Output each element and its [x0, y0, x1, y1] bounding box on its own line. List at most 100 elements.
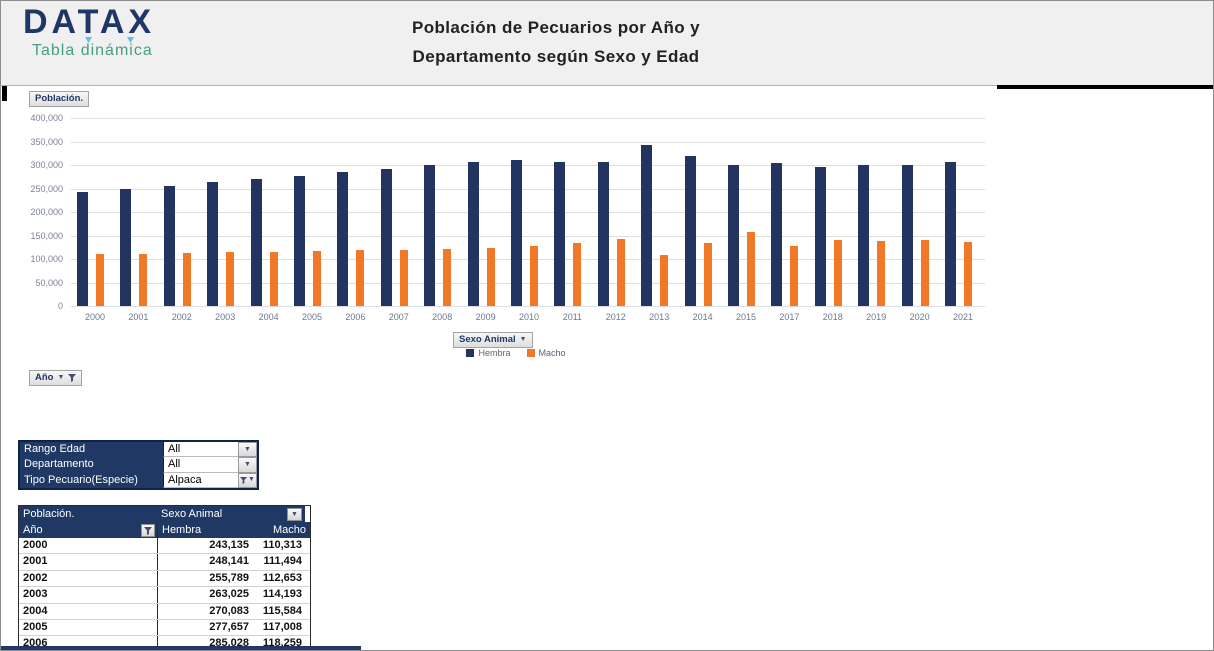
bar-macho	[877, 241, 886, 306]
bar-hembra	[380, 168, 392, 306]
x-axis-tick-label: 2001	[128, 312, 149, 322]
gridline	[71, 282, 985, 284]
x-axis-tick-label: 2019	[866, 312, 887, 322]
table-row: 2000 243,135 110,313	[19, 538, 310, 555]
header: DATAX Tabla dinámica Población de Pecuar…	[1, 1, 1213, 86]
legend-swatch-icon	[526, 349, 535, 357]
cell-macho: 115,584	[262, 604, 302, 617]
legend-item: Hembra	[466, 348, 511, 358]
pivot-table: Población. Sexo Animal ▼ Año Hembra Mach…	[18, 505, 311, 650]
page-break-marker-right	[997, 85, 1213, 89]
filter-row: Tipo Pecuario(Especie) Alpaca ▼	[20, 472, 257, 489]
table-row: 2002 255,789 112,653	[19, 570, 310, 588]
chart-legend: Hembra Macho	[431, 348, 601, 358]
gridline	[71, 235, 985, 237]
sexo-animal-field-label: Sexo Animal	[459, 334, 516, 345]
x-axis-tick-label: 2012	[605, 312, 626, 322]
bar-macho	[703, 243, 712, 306]
cell-year: 2003	[23, 588, 48, 601]
y-axis-tick-label: 50,000	[35, 277, 63, 288]
filter-funnel-icon	[68, 374, 77, 382]
cell-hembra: 248,141	[157, 554, 253, 570]
y-axis-tick-label: 200,000	[30, 207, 63, 217]
y-axis-tick-label: 150,000	[30, 230, 63, 241]
filter-label: Tipo Pecuario(Especie)	[20, 472, 163, 489]
filter-dropdown-button[interactable]: ▼	[238, 472, 257, 489]
x-axis-tick-label: 2017	[779, 312, 800, 322]
x-axis-tick-label: 2008	[432, 312, 453, 322]
y-axis-tick-label: 100,000	[30, 254, 63, 264]
poblacion-field-button[interactable]: Población.	[29, 91, 90, 107]
gridline	[71, 306, 985, 307]
x-axis-tick-label: 2004	[258, 312, 279, 322]
bar-macho	[833, 240, 842, 306]
filter-dropdown-button[interactable]: ▼	[238, 442, 257, 458]
gridline	[71, 118, 985, 119]
bar-hembra	[641, 144, 653, 306]
y-axis-tick-label: 400,000	[30, 113, 63, 123]
cell-hembra: 277,657	[157, 619, 253, 636]
x-axis-tick-label: 2009	[475, 312, 496, 322]
bar-hembra	[945, 161, 956, 306]
gridline	[71, 259, 985, 260]
filter-value[interactable]: All	[163, 457, 238, 473]
ano-field-button[interactable]: Año ▼	[29, 370, 83, 386]
bar-macho	[356, 250, 365, 306]
cell-macho: 112,653	[262, 571, 302, 584]
cell-year: 2004	[23, 604, 48, 617]
bar-hembra	[163, 185, 175, 306]
pivot-col-header-macho: Macho	[257, 522, 310, 538]
bar-macho	[530, 246, 538, 306]
chevron-down-icon: ▼	[291, 510, 298, 518]
pivot-row-field-cell: Año	[19, 522, 157, 538]
x-axis-tick-label: 2007	[388, 312, 409, 322]
cell-macho: 111,494	[263, 555, 302, 568]
cell-hembra: 255,789	[157, 570, 253, 587]
table-row: 2003 263,025 114,193	[19, 587, 310, 604]
y-axis-tick-label: 300,000	[30, 160, 63, 170]
bar-hembra	[554, 161, 566, 306]
bar-hembra	[597, 162, 609, 306]
bar-hembra	[771, 162, 783, 306]
chevron-down-icon: ▼	[244, 461, 251, 469]
x-axis-tick-label: 2018	[822, 312, 843, 322]
chevron-down-icon: ▼	[519, 336, 527, 343]
filter-panel: Rango Edad All ▼ Departamento All ▼ Tipo Pecua…	[18, 440, 259, 491]
filter-row: Rango Edad All ▼	[20, 442, 257, 458]
ano-field-label: Año	[35, 372, 54, 383]
bar-macho	[269, 251, 278, 306]
chevron-down-icon: ▼	[57, 374, 65, 381]
x-axis-tick-label: 2002	[171, 312, 192, 322]
x-axis-tick-label: 2021	[952, 312, 974, 322]
logo-accent-icon	[127, 37, 134, 43]
legend-label: Hembra	[478, 348, 511, 358]
cell-year: 2005	[23, 620, 48, 633]
y-axis-tick-label: 0	[57, 301, 63, 311]
x-axis-tick-label: 2011	[562, 312, 583, 322]
sexo-animal-field-button[interactable]: Sexo Animal ▼	[453, 332, 533, 348]
bar-macho	[399, 249, 408, 306]
filter-row: Departamento All ▼	[20, 457, 257, 473]
pivot-column-field-cell: Sexo Animal ▼	[157, 506, 305, 522]
cell-macho: 114,193	[262, 588, 302, 601]
bar-macho	[964, 241, 972, 306]
cell-year: 2002	[23, 571, 48, 584]
filter-value[interactable]: All	[163, 442, 238, 458]
table-row: 2005 277,657 117,008	[19, 619, 310, 637]
chevron-down-icon: ▼	[248, 476, 255, 484]
ano-filter-button[interactable]	[141, 524, 155, 537]
bar-macho	[313, 251, 321, 306]
filter-funnel-icon	[144, 526, 152, 535]
table-row: 2004 270,083 115,584	[19, 603, 310, 620]
gridline	[71, 212, 985, 213]
filter-value[interactable]: Alpaca	[163, 472, 238, 489]
filter-dropdown-button[interactable]: ▼	[238, 457, 257, 473]
y-axis-tick-label: 350,000	[30, 136, 63, 147]
sexo-animal-dropdown-button[interactable]: ▼	[287, 508, 302, 521]
page-title-line2: Departamento según Sexo y Edad	[412, 47, 700, 66]
cell-hembra: 270,083	[157, 603, 253, 619]
bar-macho	[573, 242, 582, 306]
chevron-down-icon: ▼	[244, 445, 251, 453]
pivot-value-field-cell: Población.	[19, 506, 157, 522]
